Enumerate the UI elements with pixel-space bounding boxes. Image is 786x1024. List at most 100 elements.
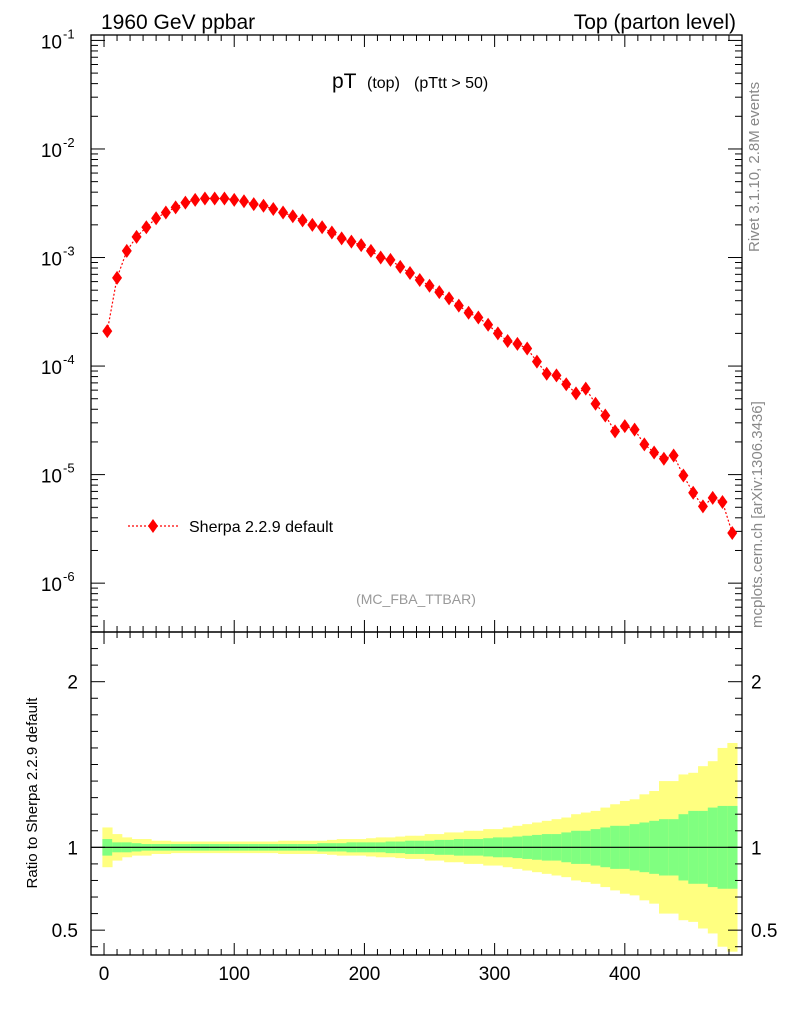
data-point	[522, 341, 533, 356]
x-tick-label: 0	[99, 964, 110, 985]
data-point	[434, 285, 445, 300]
ratio-y-tick-label-right: 0.5	[751, 921, 777, 942]
ratio-y-label: Ratio to Sherpa 2.2.9 default	[24, 697, 41, 889]
legend-marker	[148, 519, 158, 533]
data-point	[238, 194, 249, 209]
data-point	[180, 195, 191, 210]
y-tick-exponent: -6	[63, 569, 75, 584]
data-point	[219, 191, 230, 206]
data-point	[590, 396, 601, 411]
y-tick-label: 10	[41, 250, 62, 271]
header-left: 1960 GeV ppbar	[101, 11, 255, 34]
data-point	[151, 211, 162, 226]
ratio-y-tick-label-right: 1	[751, 838, 762, 859]
data-point	[697, 499, 708, 514]
data-point	[414, 273, 425, 288]
data-point	[688, 485, 699, 500]
data-point	[551, 368, 562, 383]
data-point	[209, 191, 220, 206]
data-point	[395, 259, 406, 274]
y-tick-exponent: -2	[63, 135, 75, 150]
y-tick-label: 10	[41, 467, 62, 488]
ratio-y-tick-label: 0.5	[52, 921, 78, 942]
data-point	[307, 217, 318, 232]
data-point	[385, 252, 396, 267]
data-point	[404, 266, 415, 281]
data-point	[678, 468, 689, 483]
data-point	[444, 291, 455, 306]
data-point	[287, 209, 298, 224]
data-point	[717, 494, 728, 509]
data-point	[268, 201, 279, 216]
data-point	[512, 336, 523, 351]
ratio-y-tick-label: 2	[67, 673, 78, 694]
data-point	[453, 298, 464, 313]
data-point	[658, 451, 669, 466]
header-right: Top (parton level)	[574, 11, 736, 34]
data-point	[531, 354, 542, 369]
data-point	[473, 310, 484, 325]
data-point	[121, 243, 132, 258]
data-point	[336, 231, 347, 246]
data-point	[629, 422, 640, 437]
data-point	[346, 234, 357, 249]
y-tick-label: 10	[41, 575, 62, 596]
data-point	[561, 377, 572, 392]
data-point	[326, 225, 337, 240]
data-point	[141, 220, 152, 235]
plot-title-main: pT	[332, 70, 357, 93]
data-point	[356, 238, 367, 253]
data-point	[131, 229, 142, 244]
data-point	[649, 445, 660, 460]
data-point	[375, 250, 386, 265]
y-tick-label: 10	[41, 32, 62, 53]
plot-title-sub2: (pTtt > 50)	[414, 75, 488, 92]
mcplots-label: mcplots.cern.ch [arXiv:1306.3436]	[749, 401, 766, 628]
rivet-label: Rivet 3.1.10, 2.8M events	[746, 82, 763, 252]
ratio-y-tick-label: 1	[67, 838, 78, 859]
data-point	[541, 366, 552, 381]
data-point	[297, 213, 308, 228]
data-point	[365, 243, 376, 258]
data-point	[248, 197, 259, 212]
ratio-plot: 0 100 200 300 400 0.5 0.5 1 1 2 2	[52, 620, 777, 985]
main-plot: 10-110-210-310-410-510-6	[41, 26, 743, 633]
main-frame	[90, 34, 743, 633]
data-point	[619, 419, 630, 434]
data-point	[502, 334, 513, 349]
data-point	[258, 198, 269, 213]
data-point	[668, 448, 679, 463]
data-point	[570, 386, 581, 401]
y-tick-exponent: -5	[63, 461, 75, 476]
ratio-y-tick-label-right: 2	[751, 673, 762, 694]
series-line	[106, 197, 733, 534]
data-point	[112, 270, 123, 285]
analysis-watermark: (MC_FBA_TTBAR)	[356, 591, 476, 607]
data-point	[707, 490, 718, 505]
plot-title-sub1: (top)	[367, 75, 400, 92]
data-point	[492, 326, 503, 341]
x-tick-label: 200	[349, 964, 381, 985]
ratio-frame	[90, 631, 743, 956]
data-point	[199, 191, 210, 206]
data-point	[278, 205, 289, 220]
data-point	[102, 324, 113, 339]
y-tick-label: 10	[41, 141, 62, 162]
data-point	[424, 278, 435, 293]
legend: Sherpa 2.2.9 default	[128, 519, 334, 536]
data-point	[190, 192, 201, 207]
data-point	[610, 424, 621, 439]
data-point	[483, 317, 494, 332]
data-point	[463, 305, 474, 320]
x-tick-label: 400	[609, 964, 641, 985]
y-tick-exponent: -3	[63, 244, 75, 259]
y-tick-label: 10	[41, 358, 62, 379]
data-point	[727, 525, 738, 540]
legend-label: Sherpa 2.2.9 default	[189, 519, 334, 536]
y-tick-exponent: -4	[63, 352, 75, 367]
data-point	[229, 192, 240, 207]
data-point	[317, 220, 328, 235]
data-point	[170, 200, 181, 215]
data-point	[639, 437, 650, 452]
